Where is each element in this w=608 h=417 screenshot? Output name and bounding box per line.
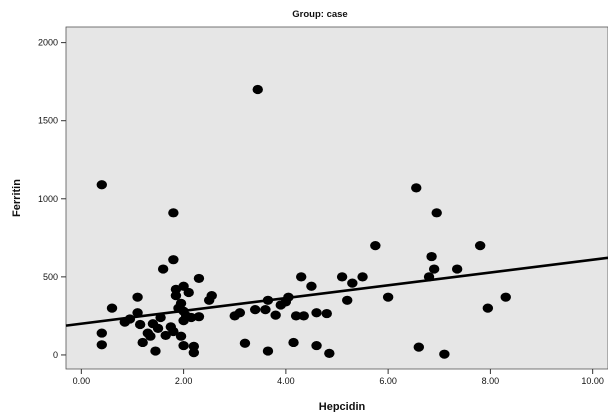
x-tick-label: 8.00 xyxy=(482,376,500,386)
data-point xyxy=(186,312,197,323)
data-point xyxy=(134,319,146,330)
data-point xyxy=(206,291,217,301)
data-point xyxy=(428,264,440,274)
data-point xyxy=(270,310,281,320)
data-point xyxy=(283,292,294,302)
data-point xyxy=(132,308,143,318)
data-point xyxy=(423,272,435,282)
data-point xyxy=(474,241,486,251)
data-point xyxy=(234,308,246,318)
data-point xyxy=(451,264,463,274)
data-point xyxy=(321,308,332,319)
data-point xyxy=(124,314,136,324)
x-axis: 0.00 2.00 4.00 6.00 8.00 10.00 xyxy=(73,369,604,386)
x-tick-label: 4.00 xyxy=(277,376,295,386)
y-tick-label: 2000 xyxy=(38,38,58,48)
data-point xyxy=(411,183,422,193)
data-point xyxy=(413,342,425,352)
data-point xyxy=(260,305,271,315)
x-tick-label: 10.00 xyxy=(581,376,604,386)
data-point xyxy=(482,303,494,313)
plot-area xyxy=(65,26,608,370)
data-point xyxy=(193,273,205,284)
data-point xyxy=(324,348,335,358)
data-point xyxy=(178,340,189,351)
data-point xyxy=(500,292,511,302)
data-point xyxy=(336,272,348,282)
data-point xyxy=(155,312,166,323)
data-point xyxy=(152,323,164,333)
data-point xyxy=(96,180,107,190)
data-point xyxy=(96,340,107,350)
data-point xyxy=(132,292,143,302)
x-tick-label: 0.00 xyxy=(73,376,91,386)
data-point xyxy=(311,308,322,318)
data-point xyxy=(298,311,309,321)
data-point xyxy=(157,264,169,274)
data-point xyxy=(439,349,450,359)
data-point xyxy=(137,337,148,348)
data-point xyxy=(311,340,322,351)
y-axis: 0 500 1000 1500 2000 xyxy=(38,38,66,360)
y-tick-label: 1000 xyxy=(38,194,58,204)
data-points xyxy=(96,84,511,359)
data-point xyxy=(239,338,251,348)
data-point xyxy=(426,251,437,262)
data-point xyxy=(168,208,179,218)
data-point xyxy=(188,341,200,351)
data-point xyxy=(252,84,263,95)
data-point xyxy=(193,312,205,322)
data-point xyxy=(168,326,179,337)
data-point xyxy=(183,287,194,298)
data-point xyxy=(357,272,368,282)
data-point xyxy=(306,281,317,291)
data-point xyxy=(106,303,118,313)
data-point xyxy=(342,295,353,305)
data-point xyxy=(145,331,156,341)
data-point xyxy=(288,337,299,348)
chart-title: Group: case xyxy=(292,9,347,20)
x-axis-label: Hepcidin xyxy=(319,401,366,412)
data-point xyxy=(370,241,381,251)
data-point xyxy=(96,328,107,338)
x-tick-label: 6.00 xyxy=(379,376,397,386)
data-point xyxy=(175,331,187,341)
data-point xyxy=(160,330,171,341)
y-axis-label: Ferritin xyxy=(11,179,23,217)
y-tick-label: 500 xyxy=(43,272,58,282)
data-point xyxy=(382,292,394,302)
data-point xyxy=(175,298,187,309)
data-point xyxy=(249,305,261,315)
data-point xyxy=(262,295,274,305)
data-point xyxy=(431,208,442,218)
x-tick-label: 2.00 xyxy=(175,376,193,386)
y-tick-label: 0 xyxy=(53,350,58,360)
fit-line xyxy=(65,256,608,327)
data-point xyxy=(170,291,182,301)
data-point xyxy=(168,255,179,265)
data-point xyxy=(150,346,161,356)
data-point xyxy=(262,346,274,356)
y-tick-label: 1500 xyxy=(38,116,58,126)
data-point xyxy=(290,311,302,321)
data-point xyxy=(296,272,307,282)
data-point xyxy=(347,278,358,288)
fit-line-layer xyxy=(65,256,608,327)
